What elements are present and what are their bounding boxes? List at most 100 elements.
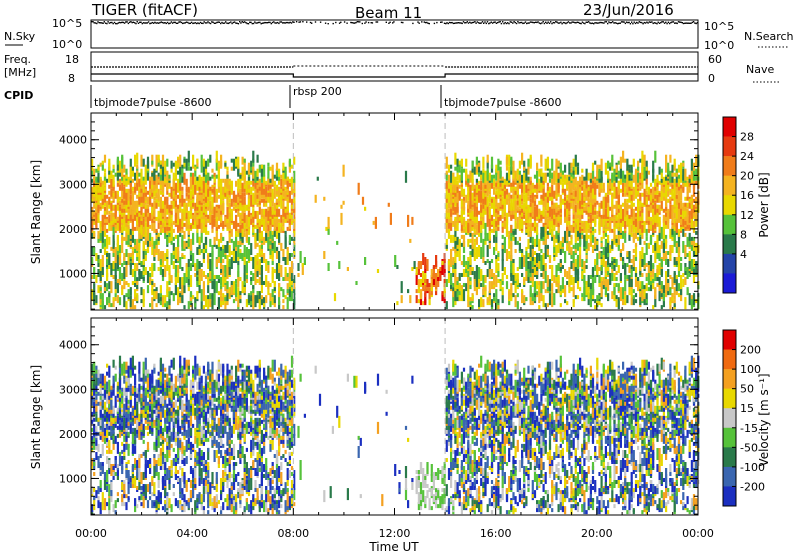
scatter-cell: [591, 188, 595, 193]
scatter-cell: [624, 230, 627, 243]
scatter-cell: [652, 279, 655, 283]
scatter-cell: [564, 230, 567, 243]
scatter-cell: [521, 261, 524, 265]
scatter-cell: [486, 232, 489, 241]
nsky-point: [155, 22, 157, 24]
scatter-cell: [241, 156, 244, 165]
scatter-cell: [465, 158, 468, 167]
scatter-cell: [93, 186, 96, 191]
scatter-cell: [604, 287, 607, 296]
scatter-cell: [211, 188, 214, 193]
scatter-cell: [572, 277, 575, 285]
scatter-cell: [166, 178, 169, 191]
nsky-point: [174, 21, 176, 24]
scatter-cell: [579, 287, 582, 292]
nsky-point: [402, 21, 404, 24]
scatter-cell: [97, 285, 100, 294]
scatter-cell: [665, 257, 668, 265]
scatter-cell: [619, 160, 622, 165]
scatter-cell: [475, 265, 478, 273]
scatter-cell: [149, 303, 152, 308]
scatter-cell: [523, 166, 526, 171]
scatter-cell: [634, 279, 638, 287]
scatter-cell: [239, 224, 242, 233]
scatter-cell: [106, 200, 109, 205]
scatter-cell: [101, 180, 104, 185]
scatter-cell: [116, 257, 119, 269]
scatter-cell: [630, 269, 633, 277]
scatter-cell: [200, 289, 203, 302]
scatter-cell: [501, 178, 504, 183]
scatter-cell: [243, 232, 246, 237]
scatter-cell: [516, 178, 519, 183]
scatter-cell: [213, 283, 216, 292]
nsky-point: [608, 21, 610, 23]
scatter-cell: [131, 226, 134, 231]
scatter-cell: [529, 261, 532, 273]
nsky-point: [346, 22, 348, 24]
nsky-point: [375, 21, 377, 23]
scatter-cell: [114, 275, 117, 279]
scatter-cell: [544, 265, 547, 269]
nsky-point: [537, 21, 539, 23]
scatter-cell: [630, 279, 633, 287]
scatter-cell: [514, 170, 517, 175]
scatter-cell: [108, 210, 111, 215]
scatter-cell: [478, 190, 481, 203]
nsky-point: [237, 23, 240, 25]
nsky-point: [599, 21, 601, 24]
scatter-cell: [286, 200, 289, 209]
scatter-cell: [521, 291, 524, 300]
scatter-cell: [611, 228, 614, 233]
scatter-cell: [424, 275, 427, 279]
scatter-cell: [505, 226, 509, 235]
scatter-cell: [639, 158, 642, 163]
scatter-cell: [254, 224, 257, 229]
scatter-cell: [284, 186, 287, 191]
scatter-cell: [99, 249, 102, 253]
power-scatter: [91, 113, 700, 310]
nsky-point: [600, 21, 602, 24]
scatter-cell: [475, 224, 478, 229]
scatter-cell: [510, 206, 513, 211]
scatter-cell: [275, 246, 279, 251]
nsky-point: [327, 23, 329, 25]
scatter-cell: [134, 154, 137, 167]
scatter-cell: [222, 236, 225, 241]
scatter-cell: [467, 257, 470, 261]
nsky-point: [569, 22, 571, 24]
scatter-cell: [518, 218, 521, 227]
scatter-cell: [589, 275, 592, 279]
scatter-cell: [609, 244, 612, 249]
nsky-point: [122, 21, 124, 24]
nsky-point: [461, 22, 463, 25]
scatter-cell: [265, 275, 268, 287]
scatter-cell: [108, 190, 111, 195]
scatter-cell: [263, 214, 266, 219]
scatter-cell: [538, 200, 541, 205]
scatter-cell: [561, 242, 564, 247]
scatter-cell: [269, 166, 272, 171]
scatter-cell: [185, 178, 188, 187]
scatter-cell: [484, 277, 487, 281]
scatter-cell: [570, 247, 573, 255]
scatter-cell: [529, 285, 532, 298]
scatter-cell: [217, 275, 220, 279]
scatter-cell: [177, 194, 180, 199]
scatter-cell: [237, 283, 240, 287]
scatter-cell: [183, 202, 186, 207]
scatter-cell: [576, 200, 580, 209]
scatter-cell: [570, 275, 573, 279]
scatter-cell: [228, 220, 231, 229]
scatter-cell: [493, 293, 496, 298]
nsky-point: [117, 22, 119, 24]
scatter-cell: [602, 220, 605, 225]
scatter-cell: [536, 232, 539, 245]
nsky-point: [488, 22, 490, 25]
nsky-point: [245, 22, 247, 24]
scatter-cell: [639, 178, 642, 183]
scatter-cell: [600, 218, 603, 227]
scatter-cell: [450, 249, 453, 261]
nsky-point: [134, 22, 136, 24]
scatter-cell: [675, 257, 678, 261]
